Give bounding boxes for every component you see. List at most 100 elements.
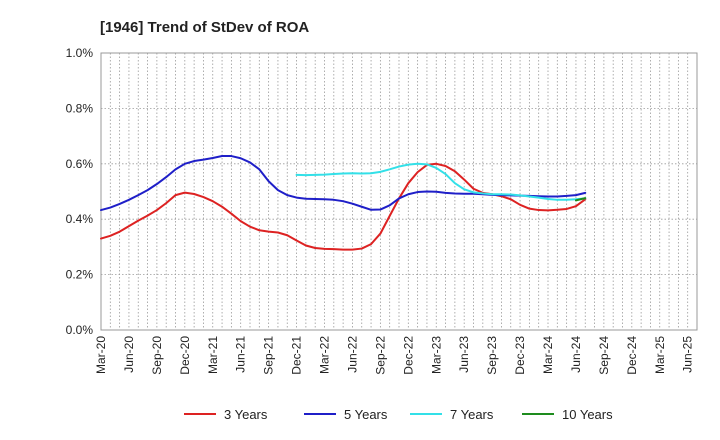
x-tick-label: Dec-20 — [178, 336, 192, 375]
data-point — [417, 171, 419, 173]
x-tick-label: Sep-22 — [373, 336, 387, 375]
data-point — [454, 170, 456, 172]
x-tick-label: Mar-25 — [653, 336, 667, 374]
data-point — [221, 206, 223, 208]
y-tick-label: 0.4% — [66, 212, 94, 226]
data-point — [575, 205, 577, 207]
data-point — [370, 209, 372, 211]
series-7-years — [295, 162, 587, 201]
data-point — [258, 168, 260, 170]
y-tick-label: 0.8% — [66, 101, 94, 115]
data-point — [351, 172, 354, 174]
data-point — [361, 247, 363, 250]
data-point — [268, 180, 270, 182]
x-tick-label: Sep-24 — [597, 336, 611, 375]
data-point — [109, 235, 111, 237]
data-point — [417, 191, 419, 193]
data-point — [305, 174, 307, 176]
x-tick-label: Dec-24 — [625, 336, 639, 375]
data-point — [193, 193, 195, 195]
series-line — [574, 197, 587, 202]
data-point — [472, 188, 475, 190]
data-point — [361, 172, 363, 175]
data-point — [342, 172, 344, 175]
data-point — [547, 195, 549, 198]
y-axis-ticks: 0.0% 0.2% 0.4% 0.6% 0.8% 1.0% — [66, 46, 94, 337]
data-point — [314, 198, 316, 200]
x-tick-label: Mar-24 — [541, 336, 555, 374]
data-point — [444, 165, 447, 167]
data-point — [389, 168, 391, 170]
data-point — [240, 157, 242, 159]
data-point — [584, 192, 586, 194]
legend-item: 7 Years — [410, 407, 494, 422]
data-point — [463, 188, 465, 190]
data-point — [137, 194, 139, 196]
data-point — [323, 198, 326, 200]
legend-item: 5 Years — [304, 407, 388, 422]
x-tick-label: Jun-22 — [345, 336, 359, 373]
data-point — [575, 199, 577, 201]
data-point — [156, 209, 158, 211]
data-point — [100, 209, 102, 211]
data-point — [556, 209, 558, 211]
data-point — [379, 208, 381, 211]
data-point — [174, 194, 177, 196]
data-point — [193, 160, 195, 162]
data-point — [398, 197, 400, 200]
data-point — [342, 249, 344, 251]
y-tick-label: 1.0% — [66, 46, 94, 60]
data-point — [556, 195, 558, 198]
y-tick-label: 0.0% — [66, 323, 94, 337]
data-point — [333, 173, 335, 175]
data-point — [314, 174, 316, 176]
data-point — [295, 196, 298, 199]
data-point — [379, 171, 381, 173]
data-point — [351, 203, 354, 205]
data-point — [165, 176, 167, 178]
x-tick-label: Dec-22 — [401, 336, 415, 375]
data-point — [361, 206, 363, 208]
data-point — [156, 183, 158, 185]
x-tick-label: Mar-20 — [94, 336, 108, 374]
data-point — [184, 192, 186, 194]
data-point — [333, 248, 335, 250]
data-point — [575, 194, 577, 196]
data-point — [510, 193, 512, 196]
data-point — [146, 215, 149, 217]
data-point — [119, 231, 121, 233]
plot-area — [100, 52, 698, 331]
x-tick-label: Jun-25 — [681, 336, 695, 373]
data-point — [286, 194, 288, 196]
data-point — [444, 192, 447, 194]
x-tick-label: Jun-20 — [122, 336, 136, 373]
data-point — [566, 195, 568, 197]
data-point — [258, 229, 260, 231]
data-point — [398, 165, 400, 168]
x-tick-label: Sep-23 — [485, 336, 499, 375]
data-point — [221, 155, 223, 157]
data-point — [202, 159, 205, 161]
data-point — [566, 208, 568, 210]
x-tick-label: Dec-21 — [290, 336, 304, 375]
data-point — [417, 163, 419, 165]
x-tick-label: Jun-23 — [457, 336, 471, 373]
data-point — [146, 189, 149, 191]
data-point — [119, 203, 121, 205]
x-tick-label: Sep-20 — [150, 336, 164, 375]
data-point — [277, 189, 279, 191]
data-point — [389, 215, 391, 217]
data-point — [528, 208, 530, 210]
y-tick-label: 0.6% — [66, 157, 94, 171]
data-point — [165, 202, 167, 204]
data-point — [584, 197, 586, 199]
data-point — [389, 204, 391, 206]
grid — [101, 53, 697, 330]
data-point — [323, 248, 326, 250]
data-point — [454, 182, 456, 184]
x-tick-label: Jun-21 — [234, 336, 248, 373]
data-point — [528, 195, 530, 198]
data-point — [491, 193, 493, 195]
data-point — [342, 200, 344, 202]
